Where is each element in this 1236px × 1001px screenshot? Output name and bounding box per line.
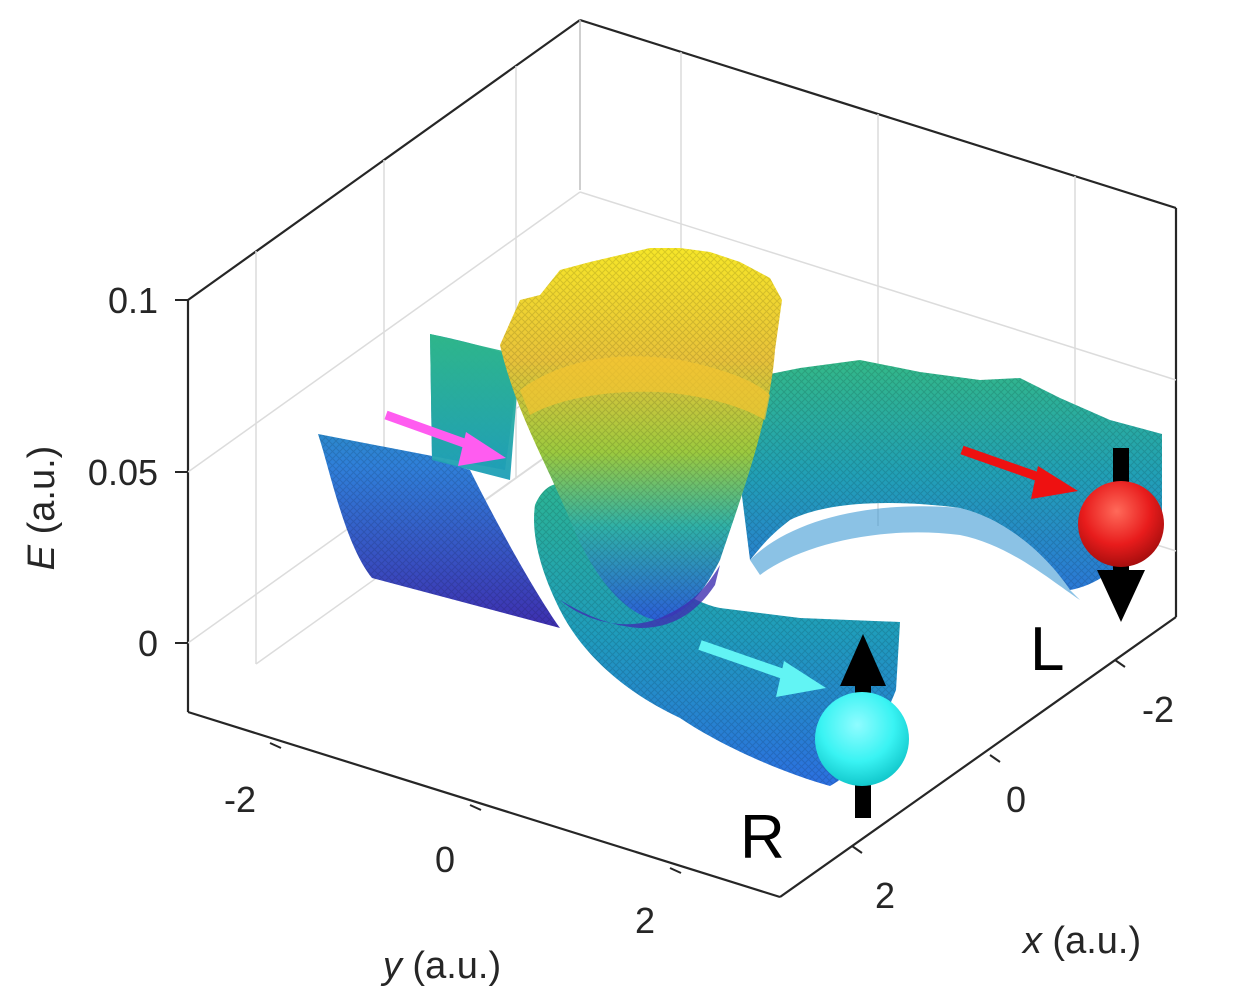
z-axis-label: E (a.u.) [21,446,63,571]
x-tick-label: 0 [1006,779,1026,820]
cyan-arrow [698,640,826,697]
magenta-arrow [384,410,506,466]
z-tick-label: 0.1 [108,280,158,321]
z-axis-ticks [175,299,188,644]
label-L: L [1030,615,1064,684]
surface-right-arm [740,360,1162,600]
x-tick-labels: 2 0 -2 [875,689,1174,916]
x-tick-label: 2 [875,875,895,916]
surface-central-peak [500,248,782,628]
x-tick-label: -2 [1142,689,1174,730]
y-axis-ticks [269,742,682,874]
electron-ball-R [815,692,909,786]
electron-ball-L [1078,481,1164,567]
label-R: R [740,803,785,872]
red-arrow [960,445,1078,499]
y-tick-label: 0 [435,839,455,880]
x-axis-ticks [851,659,1126,854]
y-axis-label: y (a.u.) [380,945,501,987]
y-tick-labels: -2 0 2 [224,779,655,941]
z-tick-label: 0.05 [88,452,158,493]
axes-box [186,18,1178,899]
y-tick-label: 2 [635,900,655,941]
x-axis-label: x (a.u.) [1021,920,1141,962]
z-tick-label: 0 [138,623,158,664]
y-tick-label: -2 [224,779,256,820]
z-tick-labels: 0.1 0.05 0 [88,280,158,664]
